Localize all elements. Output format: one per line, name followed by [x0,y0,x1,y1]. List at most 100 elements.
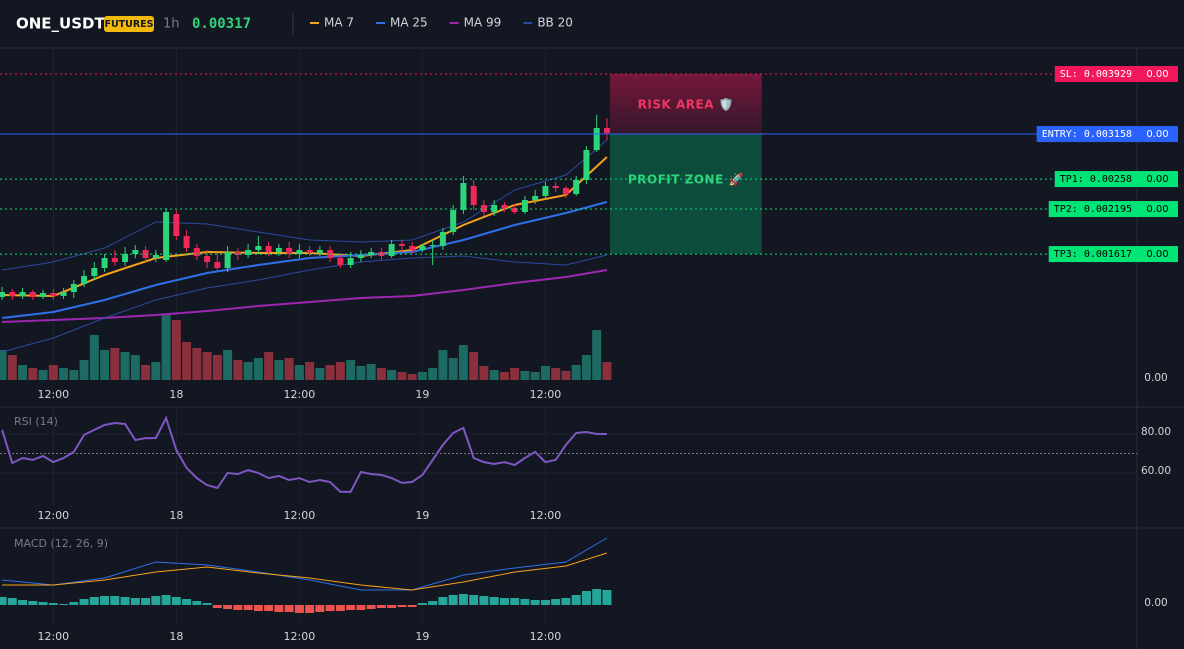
level-value-bg [1137,201,1178,218]
candle-body [204,256,211,263]
x-tick-label: 19 [415,630,429,643]
level-tag: TP2: 0.002195 [1054,204,1132,215]
candle-body [552,186,559,189]
x-tick-label: 12:00 [284,388,316,401]
histogram-bar [479,596,489,605]
candle-body [562,188,569,195]
histogram-bar [28,601,38,605]
pane-title: RSI (14) [14,415,58,428]
candle-body [40,293,47,297]
histogram-bar [59,604,69,605]
volume-bar [469,352,479,380]
level-value: 0.00 [1146,204,1168,215]
histogram-bar [469,595,479,605]
symbol: ONE_USDT [16,15,105,33]
histogram-bar [171,597,181,605]
histogram-bar [233,605,243,610]
histogram-bar [428,601,438,605]
x-tick-label: 18 [169,630,183,643]
histogram-bar [151,596,161,605]
histogram-bar [130,598,140,605]
level-value: 0.00 [1146,174,1168,185]
badge-bg [104,16,154,32]
volume-bar [305,362,315,380]
volume-bar [264,352,274,380]
volume-bar [274,360,284,380]
indicator-line [1,254,608,353]
volume-bar [551,368,561,380]
candle-body [419,245,426,251]
level-value: 0.00 [1146,69,1168,80]
volume-bar [335,362,345,380]
candle-body [296,250,303,254]
candle-body [132,250,139,254]
indicator-line [1,201,608,319]
candle-body [337,258,344,265]
candle-body [81,276,88,284]
candle-body [70,283,77,292]
volume-bar [356,366,366,380]
candle-body [286,247,293,254]
legend-label: MA 99 [464,16,502,30]
y-tick-label: 0.00 [1144,597,1167,609]
candle-body [470,186,477,206]
candle-body [163,212,170,260]
macd-line [2,552,608,591]
candle-body [29,291,36,297]
histogram-bar [438,597,448,605]
level-value-bg [1137,171,1178,188]
volume-bar [38,370,48,380]
level-value: 0.00 [1146,129,1168,140]
candle-body [275,247,282,252]
histogram-bar [510,598,520,605]
zone [610,134,762,255]
x-tick-label: 12:00 [530,388,562,401]
x-tick-label: 12:00 [37,509,69,522]
volume-bar [397,372,407,380]
histogram-bar [305,605,315,613]
level-value: 0.00 [1146,249,1168,260]
volume-bar [48,365,58,380]
candle-body [368,251,375,256]
volume-bar [294,365,304,380]
candle-body [224,251,231,269]
histogram-bar [346,605,356,610]
volume-bar [233,360,243,380]
volume-bar [376,368,386,380]
candle-body [357,255,364,259]
candle-body [583,150,590,181]
x-tick-label: 19 [415,509,429,522]
histogram-bar [489,597,499,605]
histogram-bar [192,601,202,605]
histogram-bar [325,605,335,611]
histogram-bar [18,600,28,605]
legend-label: BB 20 [537,16,573,30]
volume-bar [223,350,233,380]
candle-body [214,262,221,269]
candle-body [173,214,180,237]
candle-body [193,247,200,257]
legend-label: MA 7 [324,16,354,30]
y-tick-label: 60.00 [1141,465,1171,477]
candle-body [593,127,600,151]
candle-body [91,268,98,277]
histogram-bar [38,602,48,605]
volume-bar [346,360,356,380]
badge: FUTURES [104,19,153,30]
volume-bar [592,330,602,380]
volume-bar [428,368,438,380]
candle-body [0,291,6,297]
histogram-bar [335,605,345,611]
level-tag: SL: 0.003929 [1060,69,1132,80]
x-tick-label: 19 [415,388,429,401]
candle-body [306,250,313,253]
zone [610,74,762,135]
candle-body [19,291,26,296]
volume-bar [7,355,17,380]
volume-bar [182,342,192,380]
volume-bar [151,362,161,380]
y-tick-label: 80.00 [1141,426,1171,438]
histogram-bar [294,605,304,613]
